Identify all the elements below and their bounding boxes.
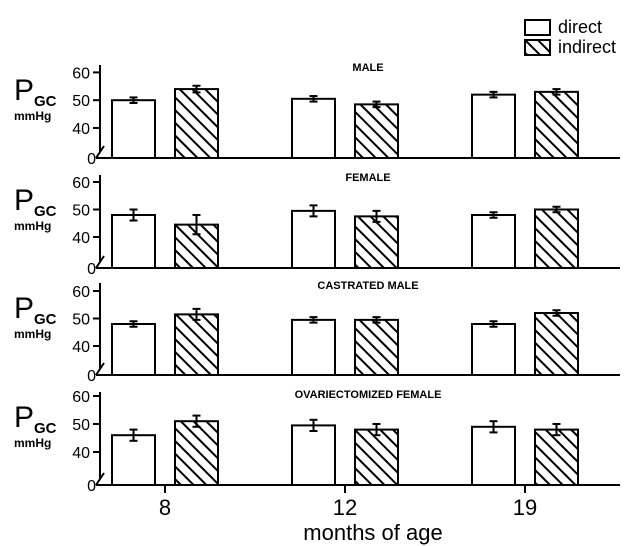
y-tick-label: 50 bbox=[72, 93, 90, 110]
x-axis-label: months of age bbox=[303, 520, 442, 545]
panel-title: MALE bbox=[352, 62, 383, 74]
x-tick-label: 19 bbox=[513, 495, 537, 520]
bar-direct-19 bbox=[471, 214, 516, 269]
bar-indirect-19 bbox=[534, 90, 579, 159]
legend: direct indirect bbox=[524, 17, 616, 57]
bar-indirect-19 bbox=[534, 428, 579, 487]
bar-indirect-8 bbox=[174, 420, 219, 487]
bar-indirect-12 bbox=[354, 103, 399, 160]
bar-indirect-8 bbox=[174, 313, 219, 376]
bar-indirect-12 bbox=[354, 428, 399, 487]
panel-title: OVARIECTOMIZED FEMALE bbox=[295, 389, 442, 401]
y-tick-label: 50 bbox=[72, 417, 90, 434]
y-tick-label: 50 bbox=[72, 312, 90, 329]
y-tick-label: 40 bbox=[72, 339, 90, 356]
legend-swatch-direct bbox=[524, 19, 551, 36]
axis-break-mark bbox=[95, 255, 105, 269]
bar-direct-12 bbox=[291, 424, 336, 486]
y-tick-label: 60 bbox=[72, 389, 90, 406]
bar-direct-19 bbox=[471, 323, 516, 376]
y-axis-label: PGC bbox=[14, 74, 57, 110]
y-tick-label: 50 bbox=[72, 203, 90, 220]
y-tick-label: 40 bbox=[72, 230, 90, 247]
bar-indirect-12 bbox=[354, 215, 399, 269]
y-tick-label: 0 bbox=[87, 261, 96, 278]
y-tick-label: 0 bbox=[87, 151, 96, 168]
bar-direct-12 bbox=[291, 209, 336, 269]
axis-break-mark bbox=[95, 145, 105, 159]
bar-indirect-12 bbox=[354, 318, 399, 376]
bar-indirect-19 bbox=[534, 312, 579, 376]
y-axis-label: PGC bbox=[14, 292, 57, 328]
legend-label-direct: direct bbox=[558, 17, 602, 37]
x-tick-label: 8 bbox=[159, 495, 171, 520]
y-tick-label: 0 bbox=[87, 478, 96, 495]
y-axis-unit: mmHg bbox=[14, 327, 51, 341]
bar-direct-8 bbox=[111, 99, 156, 159]
bar-direct-12 bbox=[291, 318, 336, 376]
bar-indirect-19 bbox=[534, 208, 579, 269]
bar-direct-8 bbox=[111, 434, 156, 487]
y-tick-label: 60 bbox=[72, 65, 90, 82]
axis-break-mark bbox=[95, 472, 105, 486]
panel-title: CASTRATED MALE bbox=[317, 280, 418, 292]
y-axis-unit: mmHg bbox=[14, 219, 51, 233]
y-axis-unit: mmHg bbox=[14, 436, 51, 450]
y-tick-label: 60 bbox=[72, 175, 90, 192]
y-tick-label: 40 bbox=[72, 121, 90, 138]
bar-direct-12 bbox=[291, 97, 336, 159]
y-tick-label: 0 bbox=[87, 368, 96, 385]
legend-swatch-indirect bbox=[524, 39, 551, 56]
y-axis-unit: mmHg bbox=[14, 109, 51, 123]
bar-direct-19 bbox=[471, 93, 516, 159]
y-axis-label: PGC bbox=[14, 184, 57, 220]
bar-direct-8 bbox=[111, 323, 156, 376]
y-tick-label: 60 bbox=[72, 284, 90, 301]
bar-direct-8 bbox=[111, 214, 156, 269]
x-axis: 8 12 19 bbox=[159, 485, 537, 520]
legend-label-indirect: indirect bbox=[558, 37, 616, 57]
x-tick-label: 12 bbox=[333, 495, 357, 520]
y-axis-label: PGC bbox=[14, 401, 57, 437]
y-tick-label: 40 bbox=[72, 445, 90, 462]
bar-direct-19 bbox=[471, 425, 516, 486]
axis-break-mark bbox=[95, 362, 105, 376]
panel-title: FEMALE bbox=[345, 172, 390, 184]
bar-indirect-8 bbox=[174, 88, 219, 159]
